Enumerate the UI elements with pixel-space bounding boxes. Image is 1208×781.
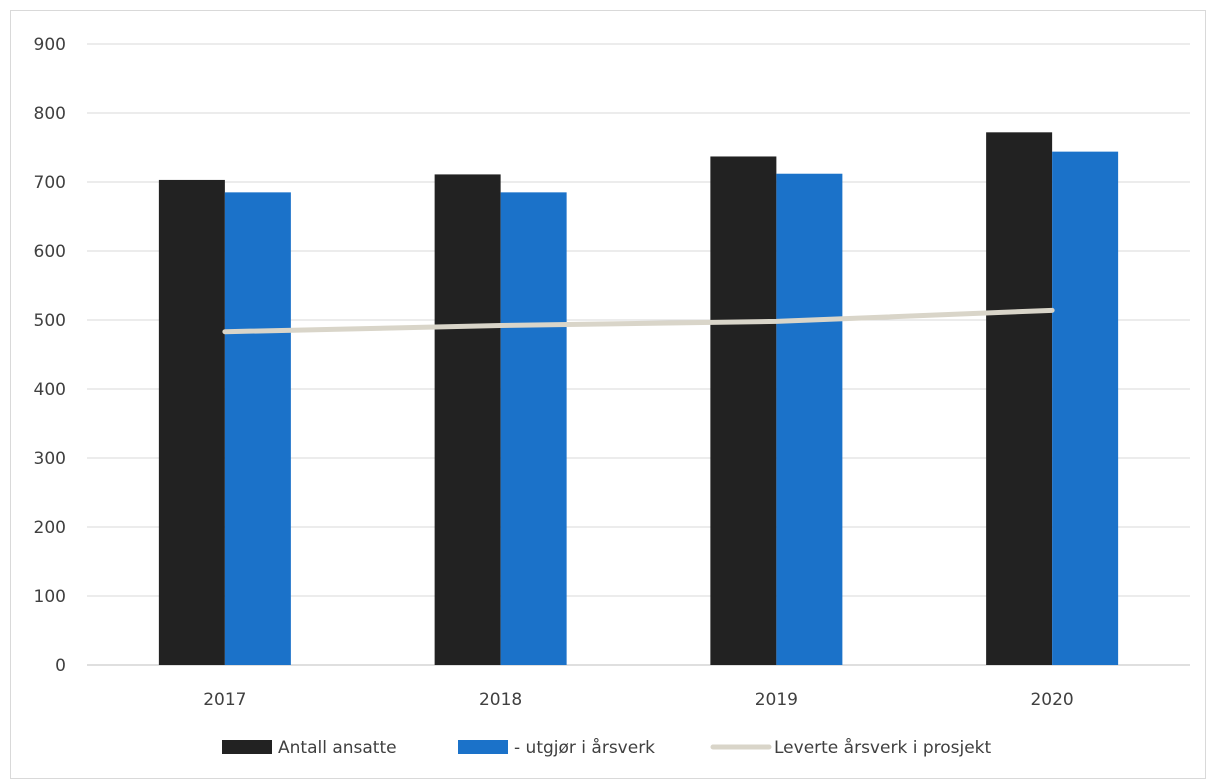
- legend-swatch: [458, 740, 508, 754]
- legend-label: Antall ansatte: [278, 738, 397, 758]
- bar-antall-ansatte: [710, 156, 777, 665]
- y-axis-tick-labels: 0 100 200 300 400 500 600 700 800 900: [34, 35, 66, 676]
- line-series: [222, 307, 1055, 335]
- y-tick-label: 900: [34, 35, 66, 55]
- x-tick-label: 2019: [755, 690, 798, 710]
- bar-utgjor-i-arsverk: [1052, 151, 1119, 665]
- y-tick-label: 100: [34, 587, 66, 607]
- legend-label: Leverte årsverk i prosjekt: [774, 737, 992, 758]
- bar-utgjor-i-arsverk: [224, 192, 291, 665]
- y-tick-label: 700: [34, 173, 66, 193]
- legend-swatch: [222, 740, 272, 754]
- y-tick-label: 500: [34, 311, 66, 331]
- bar-antall-ansatte: [434, 174, 501, 665]
- bars: [158, 132, 1119, 665]
- y-tick-label: 400: [34, 380, 66, 400]
- x-tick-label: 2018: [479, 690, 522, 710]
- y-tick-label: 200: [34, 518, 66, 538]
- y-tick-label: 0: [55, 656, 66, 676]
- legend-label: - utgjør i årsverk: [514, 737, 655, 758]
- bar-utgjor-i-arsverk: [500, 192, 567, 665]
- legend: Antall ansatte - utgjør i årsverk Leverte …: [222, 737, 992, 758]
- x-axis-tick-labels: 2017 2018 2019 2020: [203, 690, 1074, 710]
- bar-antall-ansatte: [986, 132, 1053, 665]
- bar-antall-ansatte: [158, 179, 225, 665]
- bar-utgjor-i-arsverk: [776, 173, 843, 665]
- x-tick-label: 2017: [203, 690, 246, 710]
- x-tick-label: 2020: [1030, 690, 1073, 710]
- legend-item-leverte-arsverk: Leverte årsverk i prosjekt: [710, 737, 992, 758]
- y-tick-label: 600: [34, 242, 66, 262]
- y-tick-label: 300: [34, 449, 66, 469]
- legend-item-antall-ansatte: Antall ansatte: [222, 738, 397, 758]
- line-leverte-arsverk: [222, 307, 1055, 335]
- legend-item-utgjor-i-arsverk: - utgjør i årsverk: [458, 737, 655, 758]
- y-tick-label: 800: [34, 104, 66, 124]
